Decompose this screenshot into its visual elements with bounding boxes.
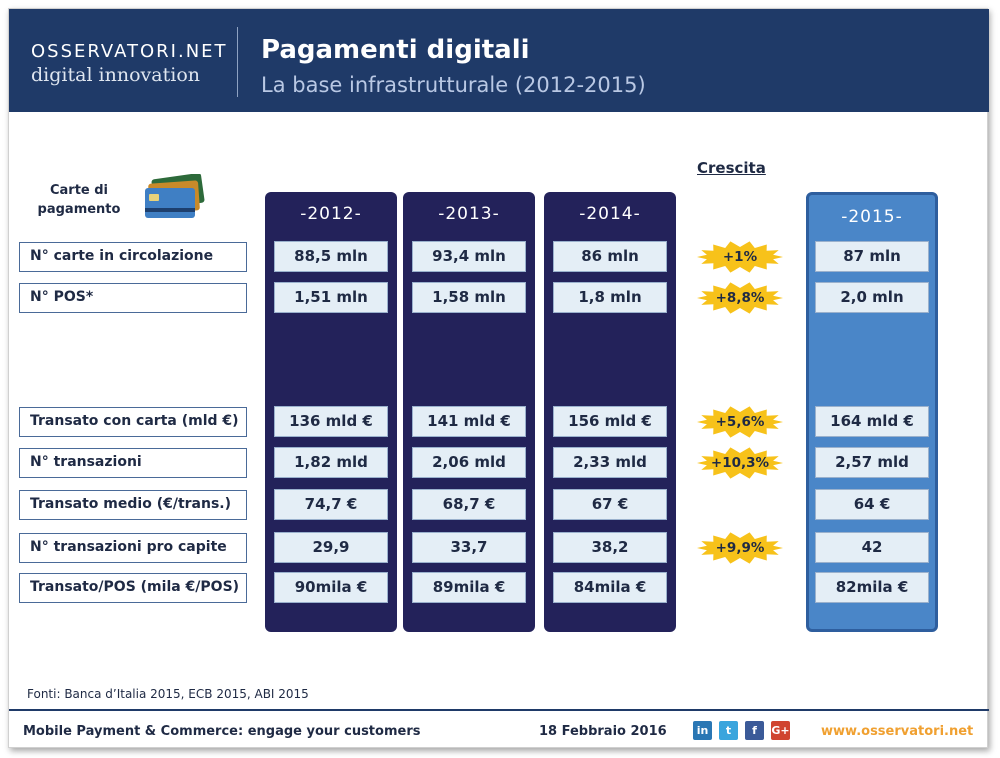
website-link[interactable]: www.osservatori.net	[821, 724, 974, 739]
growth-badge: +9,9%	[697, 532, 783, 564]
value-cell: 29,9	[274, 532, 388, 563]
logo: OSSERVATORI.NET digital innovation	[31, 41, 228, 86]
logo-line1: OSSERVATORI.NET	[31, 41, 228, 62]
burst-shape	[697, 406, 783, 438]
growth-value: +10,3%	[710, 455, 770, 471]
value-cell: 82mila €	[815, 572, 929, 603]
growth-badge: +10,3%	[697, 447, 783, 479]
value-cell: 1,51 mln	[274, 282, 388, 313]
burst-shape	[697, 241, 783, 273]
facebook-icon[interactable]: f	[745, 721, 764, 740]
burst-shape	[697, 532, 783, 564]
value-cell: 42	[815, 532, 929, 563]
value-cell: 136 mld €	[274, 406, 388, 437]
year-label-2014: -2014-	[579, 204, 641, 224]
value-cell: 84mila €	[553, 572, 667, 603]
value-cell: 2,33 mld	[553, 447, 667, 478]
growth-value: +9,9%	[715, 540, 765, 556]
footer-date: 18 Febbraio 2016	[539, 724, 667, 739]
growth-header: Crescita	[697, 159, 766, 177]
value-cell: 90mila €	[274, 572, 388, 603]
burst-shape	[697, 447, 783, 479]
growth-value: +5,6%	[715, 414, 765, 430]
value-cell: 2,57 mld	[815, 447, 929, 478]
credit-cards-icon	[145, 174, 205, 218]
growth-badge: +5,6%	[697, 406, 783, 438]
page-subtitle: La base infrastrutturale (2012-2015)	[261, 73, 646, 97]
footer-tagline: Mobile Payment & Commerce: engage your c…	[23, 724, 421, 739]
row-label: N° transazioni pro capite	[19, 533, 247, 563]
page-title: Pagamenti digitali	[261, 35, 530, 65]
value-cell: 74,7 €	[274, 489, 388, 520]
value-cell: 2,0 mln	[815, 282, 929, 313]
row-label: N° carte in circolazione	[19, 242, 247, 272]
value-cell: 33,7	[412, 532, 526, 563]
row-label: N° transazioni	[19, 448, 247, 478]
logo-line2: digital innovation	[31, 64, 200, 86]
header-bar: OSSERVATORI.NET digital innovation Pagam…	[9, 9, 989, 112]
linkedin-icon[interactable]: in	[693, 721, 712, 740]
growth-badge: +8,8%	[697, 282, 783, 314]
value-cell: 1,58 mln	[412, 282, 526, 313]
burst-shape	[697, 282, 783, 314]
value-cell: 164 mld €	[815, 406, 929, 437]
value-cell: 2,06 mld	[412, 447, 526, 478]
value-cell: 93,4 mln	[412, 241, 526, 272]
value-cell: 89mila €	[412, 572, 526, 603]
value-cell: 1,82 mld	[274, 447, 388, 478]
slide: OSSERVATORI.NET digital innovation Pagam…	[8, 8, 989, 748]
value-cell: 88,5 mln	[274, 241, 388, 272]
value-cell: 86 mln	[553, 241, 667, 272]
value-cell: 67 €	[553, 489, 667, 520]
value-cell: 156 mld €	[553, 406, 667, 437]
row-label: Transato medio (€/trans.)	[19, 490, 247, 520]
growth-badge: +1%	[697, 241, 783, 273]
year-label-2015: -2015-	[841, 207, 903, 227]
row-label: Transato con carta (mld €)	[19, 407, 247, 437]
sources-note: Fonti: Banca d’Italia 2015, ECB 2015, AB…	[27, 687, 309, 701]
value-cell: 141 mld €	[412, 406, 526, 437]
value-cell: 38,2	[553, 532, 667, 563]
row-label: N° POS*	[19, 283, 247, 313]
googleplus-icon[interactable]: G+	[771, 721, 790, 740]
cards-label: Carte di pagamento	[37, 183, 121, 217]
growth-value: +1%	[722, 249, 758, 265]
row-label: Transato/POS (mila €/POS)	[19, 573, 247, 603]
footer-divider	[9, 709, 989, 711]
twitter-icon[interactable]: t	[719, 721, 738, 740]
header-divider	[237, 27, 238, 97]
value-cell: 68,7 €	[412, 489, 526, 520]
year-label-2012: -2012-	[300, 204, 362, 224]
value-cell: 87 mln	[815, 241, 929, 272]
value-cell: 1,8 mln	[553, 282, 667, 313]
value-cell: 64 €	[815, 489, 929, 520]
year-label-2013: -2013-	[438, 204, 500, 224]
growth-value: +8,8%	[715, 290, 765, 306]
